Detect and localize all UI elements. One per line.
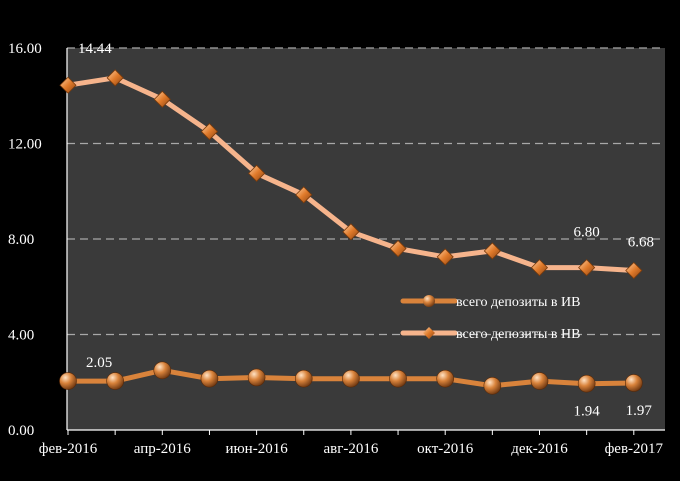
data-point <box>248 164 266 182</box>
data-point <box>295 186 313 204</box>
data-label: 6.80 <box>574 225 600 241</box>
y-tick-label: 16.00 <box>8 41 42 57</box>
x-tick-label: фев-2016 <box>39 441 98 457</box>
data-point <box>342 223 360 241</box>
data-point <box>106 69 124 87</box>
data-label: 6.68 <box>628 235 654 251</box>
data-point <box>153 361 172 380</box>
data-point <box>530 372 549 390</box>
y-tick-label: 0.00 <box>8 423 34 439</box>
data-point <box>200 369 219 388</box>
legend-label: всего депозиты в НВ <box>456 327 580 342</box>
data-point <box>624 374 643 392</box>
data-point <box>200 122 219 141</box>
x-tick-label: авг-2016 <box>323 441 378 457</box>
data-point <box>389 239 407 258</box>
x-tick-label: июн-2016 <box>225 441 288 457</box>
y-tick-label: 4.00 <box>8 328 34 344</box>
data-point <box>389 369 407 388</box>
legend-marker <box>423 327 435 339</box>
data-label: 2.05 <box>86 355 112 371</box>
data-label: 14.44 <box>78 41 112 57</box>
x-tick-label: окт-2016 <box>417 441 474 457</box>
data-point <box>294 369 313 388</box>
data-label: 1.94 <box>574 404 601 420</box>
data-point <box>625 261 643 280</box>
data-point <box>578 259 596 277</box>
y-tick-label: 8.00 <box>8 232 34 248</box>
data-point <box>247 368 266 387</box>
series-lines <box>59 69 643 395</box>
legend-label: всего депозиты в ИВ <box>456 295 580 310</box>
data-point <box>106 372 124 390</box>
data-point <box>153 90 171 108</box>
data-point <box>483 242 501 260</box>
data-point <box>483 377 502 395</box>
data-point <box>59 76 77 94</box>
axes: 0.00 4.00 8.00 12.00 16.00 фев-2016 апр-2016 ию… <box>8 41 665 457</box>
x-tick-label: апр-2016 <box>134 441 191 457</box>
legend: всего депозиты в ИВ всего депозиты в НВ <box>400 295 580 342</box>
y-tick-label: 12.00 <box>8 137 42 153</box>
data-point <box>577 374 596 393</box>
data-point <box>530 259 549 277</box>
data-point <box>342 369 360 388</box>
legend-marker <box>423 295 435 307</box>
data-point <box>436 248 454 266</box>
x-tick-label: фев-2017 <box>605 441 664 457</box>
x-tick-label: дек-2016 <box>511 441 568 457</box>
data-label: 1.97 <box>626 403 653 419</box>
data-point <box>59 372 77 390</box>
data-point <box>436 369 455 388</box>
data-labels: 2.05 1.94 1.97 14.44 6.80 6.68 <box>78 41 654 419</box>
